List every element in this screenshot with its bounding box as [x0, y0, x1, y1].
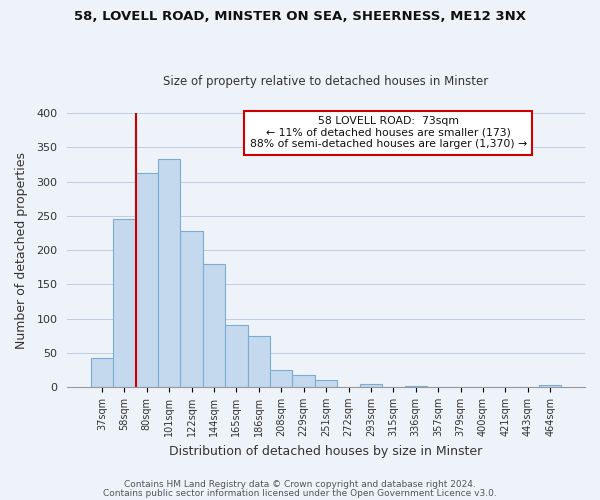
Bar: [360, 384, 382, 387]
Bar: [136, 174, 158, 387]
Bar: [539, 385, 562, 387]
Bar: [91, 358, 113, 387]
Text: 58, LOVELL ROAD, MINSTER ON SEA, SHEERNESS, ME12 3NX: 58, LOVELL ROAD, MINSTER ON SEA, SHEERNE…: [74, 10, 526, 23]
Bar: [270, 370, 292, 387]
Bar: [315, 380, 337, 387]
Text: Contains HM Land Registry data © Crown copyright and database right 2024.: Contains HM Land Registry data © Crown c…: [124, 480, 476, 489]
Text: Contains public sector information licensed under the Open Government Licence v3: Contains public sector information licen…: [103, 488, 497, 498]
Bar: [203, 264, 225, 387]
Bar: [248, 336, 270, 387]
Text: 58 LOVELL ROAD:  73sqm
← 11% of detached houses are smaller (173)
88% of semi-de: 58 LOVELL ROAD: 73sqm ← 11% of detached …: [250, 116, 527, 149]
Title: Size of property relative to detached houses in Minster: Size of property relative to detached ho…: [163, 76, 489, 88]
Bar: [181, 231, 203, 387]
Bar: [113, 220, 136, 387]
Bar: [225, 324, 248, 387]
Y-axis label: Number of detached properties: Number of detached properties: [15, 152, 28, 348]
Bar: [158, 159, 181, 387]
Bar: [404, 386, 427, 387]
Bar: [292, 374, 315, 387]
X-axis label: Distribution of detached houses by size in Minster: Distribution of detached houses by size …: [169, 444, 483, 458]
